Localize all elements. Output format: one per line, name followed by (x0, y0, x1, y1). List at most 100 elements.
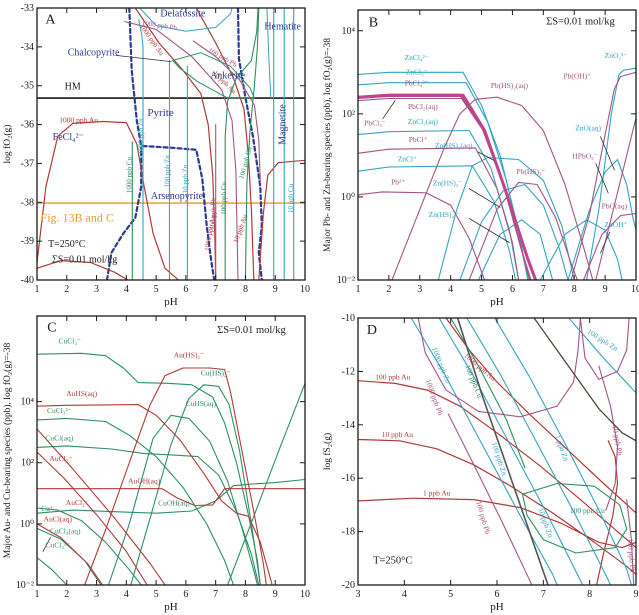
y-tick-label: -34 (21, 42, 34, 53)
x-tick-label: 6 (510, 284, 515, 295)
contour-AuHS-aq (37, 404, 273, 585)
annotation-b: B (369, 16, 378, 31)
annotation-zno-aq-: ZnO(aq) (575, 123, 601, 132)
contour-AuOH-aq (37, 488, 305, 507)
annotation-fig-13b-and-c: Fig. 13B and C (41, 211, 114, 225)
y-axis-label: Major Pb- and Zn-bearing species (ppb), … (322, 38, 333, 252)
annotation-1-ppb-au: 1 ppb Au (423, 489, 451, 498)
x-axis-label: pH (164, 601, 178, 613)
y-tick-label: 10² (342, 109, 355, 120)
contour-leader-ZnHS4 (468, 218, 510, 243)
x-tick-label: 8 (243, 284, 248, 295)
contour-dashed-field-bottom (105, 146, 143, 280)
y-tick-label: 10² (21, 458, 34, 469)
annotation-delafossite: Delafossite (160, 9, 206, 20)
annotation-c: C (47, 320, 56, 335)
annotation-100-ppb-pb: 100 ppb Pb (210, 198, 218, 230)
annotation-zncl-aq-: ZnCl₂(aq) (408, 117, 439, 126)
x-tick-label: 1 (35, 284, 40, 295)
y-tick-label: -33 (21, 3, 34, 14)
contour-au-right (258, 159, 305, 280)
annotation-cu-hs-: Cu(HS)₂⁻ (201, 369, 231, 378)
contour-au-10 (358, 438, 636, 575)
contour-pb-1000 (124, 21, 239, 280)
annotation-zncl-: ZnCl₄²⁻ (405, 53, 429, 62)
annotation--s-0-01-mol-kg: ΣS=0.01 mol/kg (546, 17, 615, 28)
x-tick-label: 10 (631, 284, 639, 295)
contour-CuOH-aq (37, 478, 305, 514)
y-tick-label: -40 (21, 275, 34, 286)
plot-border (357, 9, 637, 281)
contour-au-10-diagonal (195, 8, 255, 280)
y-tick-label: 10⁻² (16, 580, 34, 591)
series-layer (37, 352, 305, 585)
x-tick-label: 5 (448, 589, 453, 600)
x-axis-label: pH (490, 296, 504, 307)
annotation-znoh-: ZnOH⁺ (604, 220, 627, 229)
annotation-10-ppb-cu: 10 ppb Cu (287, 183, 295, 213)
contour-au-bottom-arc (37, 260, 129, 280)
x-tick-label: 7 (541, 284, 546, 295)
series-layer (37, 8, 305, 280)
contour-CuHS2 (130, 384, 261, 585)
annotation-cucl-aq-: CuCl₂(aq) (50, 527, 81, 536)
x-tick-label: 10 (300, 284, 310, 295)
annotation-zn-hs-: Zn(HS)₄²⁻ (429, 210, 461, 219)
annotation-1000-ppb-au: 1000 ppb Au (59, 116, 98, 125)
x-tick-label: 4 (448, 284, 453, 295)
annotation-100-ppb-pb: 100 ppb Pb (626, 538, 638, 573)
contour-Cu-plus (37, 507, 142, 585)
contour-cu-right-riser (227, 382, 305, 585)
contour-zn-100-topright (568, 318, 636, 394)
annotation-magnetite: Magnetite (278, 104, 289, 145)
x-tick-label: 2 (386, 284, 391, 295)
contour-AuCl-aq (37, 523, 104, 585)
contour-cu-100-right (244, 8, 260, 280)
x-tick-label: 8 (243, 589, 248, 600)
contour-zn-1000 (410, 318, 558, 585)
x-tick-label: 8 (572, 284, 577, 295)
annotation-arsenopyrite: Arsenopyrite (151, 191, 204, 202)
annotation--s-0-01-mol-kg: ΣS=0.01 mol/kg (52, 255, 117, 266)
contour-au-right-riser (596, 440, 619, 585)
annotation-1000-ppb-cu: 1000 ppb Cu (126, 157, 134, 194)
contour-HPbO2 (595, 117, 636, 280)
annotation-t-250-c: T=250°C (48, 239, 86, 250)
annotation-1000-ppb-zn: 1000 ppb Zn (137, 118, 145, 154)
y-tick-label: -36 (21, 120, 34, 131)
y-tick-label: 10⁴ (21, 397, 35, 408)
annotation-d: D (367, 323, 377, 338)
x-tick-label: 9 (603, 284, 608, 295)
contour-zn-1 (494, 318, 632, 585)
panel-b-chart: 1 2 3 4 5 6 7 8 9 10 pH 10⁴ 10² 10⁰ 10⁻² Major Pb- and … (320, 0, 639, 307)
contour-au-1000-diagonal (134, 8, 217, 280)
y-tick-label: -38 (21, 197, 34, 208)
contour-zn-1000-vertical (138, 19, 144, 280)
annotation-cuoh-aq-: CuOH(aq) (158, 499, 190, 508)
x-tick-label: 7 (213, 284, 218, 295)
contour-hematite-boundary (266, 8, 272, 99)
x-tick-label: 5 (479, 284, 484, 295)
annotation-aucl-: AuCl₂⁻ (49, 454, 72, 463)
annotation-zno-: ZnO₂²⁻ (605, 51, 628, 60)
contour-PbO-aq (582, 212, 636, 280)
contour-zn-100 (438, 318, 584, 585)
annotation-fecl-: FeCl₄²⁻ (53, 132, 84, 143)
annotation-pbcl-: PbCl₃⁻ (364, 118, 386, 127)
contour-leader-ZnHS3 (468, 188, 501, 208)
y-axis-label: log fS₂(g) (322, 433, 333, 470)
x-axis-label: pH (164, 296, 178, 307)
contour-pb-100 (447, 413, 533, 585)
annotation-zn-hs-aq-: Zn(HS)₂(aq) (435, 141, 473, 150)
x-tick-label: 2 (64, 589, 69, 600)
annotation-100-ppb-cu: 100 ppb Cu (220, 182, 228, 215)
contour-leader-ZnHS2 (478, 151, 495, 161)
annotation-zn-hs-: Zn(HS)₃⁻ (433, 178, 463, 187)
x-tick-label: 3 (417, 284, 422, 295)
y-tick-label: -10 (342, 313, 355, 324)
contour-CuHS-aq (107, 414, 258, 585)
annotation-zncl-: ZnCl₃⁻ (406, 67, 428, 76)
x-tick-label: 2 (64, 284, 69, 295)
contour-pb-1000-loop (417, 318, 581, 418)
annotation-pb-oh-: Pb(OH)⁺ (563, 72, 591, 81)
